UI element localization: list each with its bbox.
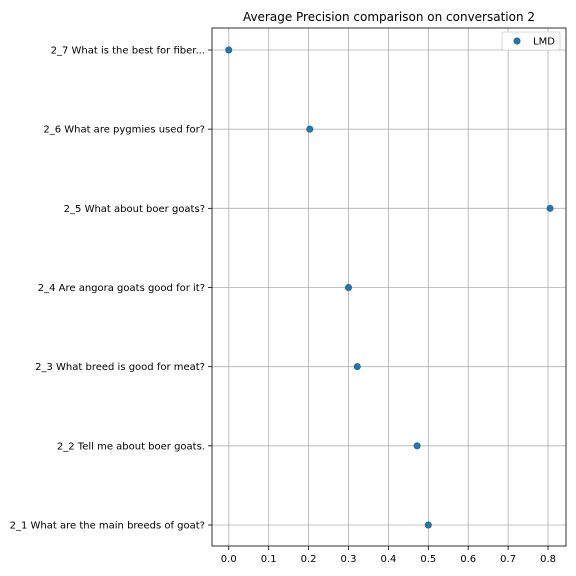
legend: LMD xyxy=(501,31,561,51)
y-tick-label: 2_2 Tell me about boer goats. xyxy=(57,441,205,452)
y-axis-ticks: 2_1 What are the main breeds of goat? 2_2… xyxy=(10,46,212,532)
plot-frame xyxy=(211,27,567,547)
legend-box xyxy=(501,31,561,51)
data-point xyxy=(344,283,352,291)
y-tick-label: 2_1 What are the main breeds of goat? xyxy=(10,521,205,532)
x-tick-label: 0.7 xyxy=(500,554,516,565)
chart-title: Average Precision comparison on conversa… xyxy=(243,10,535,24)
x-tick-label: 0.6 xyxy=(460,554,476,565)
data-point xyxy=(225,46,233,54)
y-tick-label: 2_7 What is the best for fiber... xyxy=(51,46,205,57)
legend-label: LMD xyxy=(533,37,555,48)
grid xyxy=(212,28,566,546)
x-tick-label: 0.3 xyxy=(341,554,357,565)
y-tick-label: 2_4 Are angora goats good for it? xyxy=(38,283,205,294)
x-axis-ticks: 0.0 0.1 0.2 0.3 0.4 0.5 0.6 0.7 0.8 xyxy=(221,546,556,565)
y-tick-label: 2_5 What about boer goats? xyxy=(64,204,205,215)
legend-marker xyxy=(513,37,521,45)
data-point xyxy=(546,204,554,212)
x-tick-label: 0.1 xyxy=(261,554,277,565)
y-tick-label: 2_6 What are pygmies used for? xyxy=(43,125,205,136)
x-tick-label: 0.8 xyxy=(540,554,556,565)
data-point xyxy=(424,521,432,529)
data-point xyxy=(413,442,421,450)
y-tick-label: 2_3 What breed is good for meat? xyxy=(35,362,205,373)
x-tick-label: 0.0 xyxy=(221,554,237,565)
data-points xyxy=(225,46,554,529)
x-tick-label: 0.5 xyxy=(420,554,436,565)
data-point xyxy=(306,125,314,133)
x-tick-label: 0.4 xyxy=(380,554,396,565)
x-tick-label: 0.2 xyxy=(301,554,317,565)
data-point xyxy=(353,363,361,371)
